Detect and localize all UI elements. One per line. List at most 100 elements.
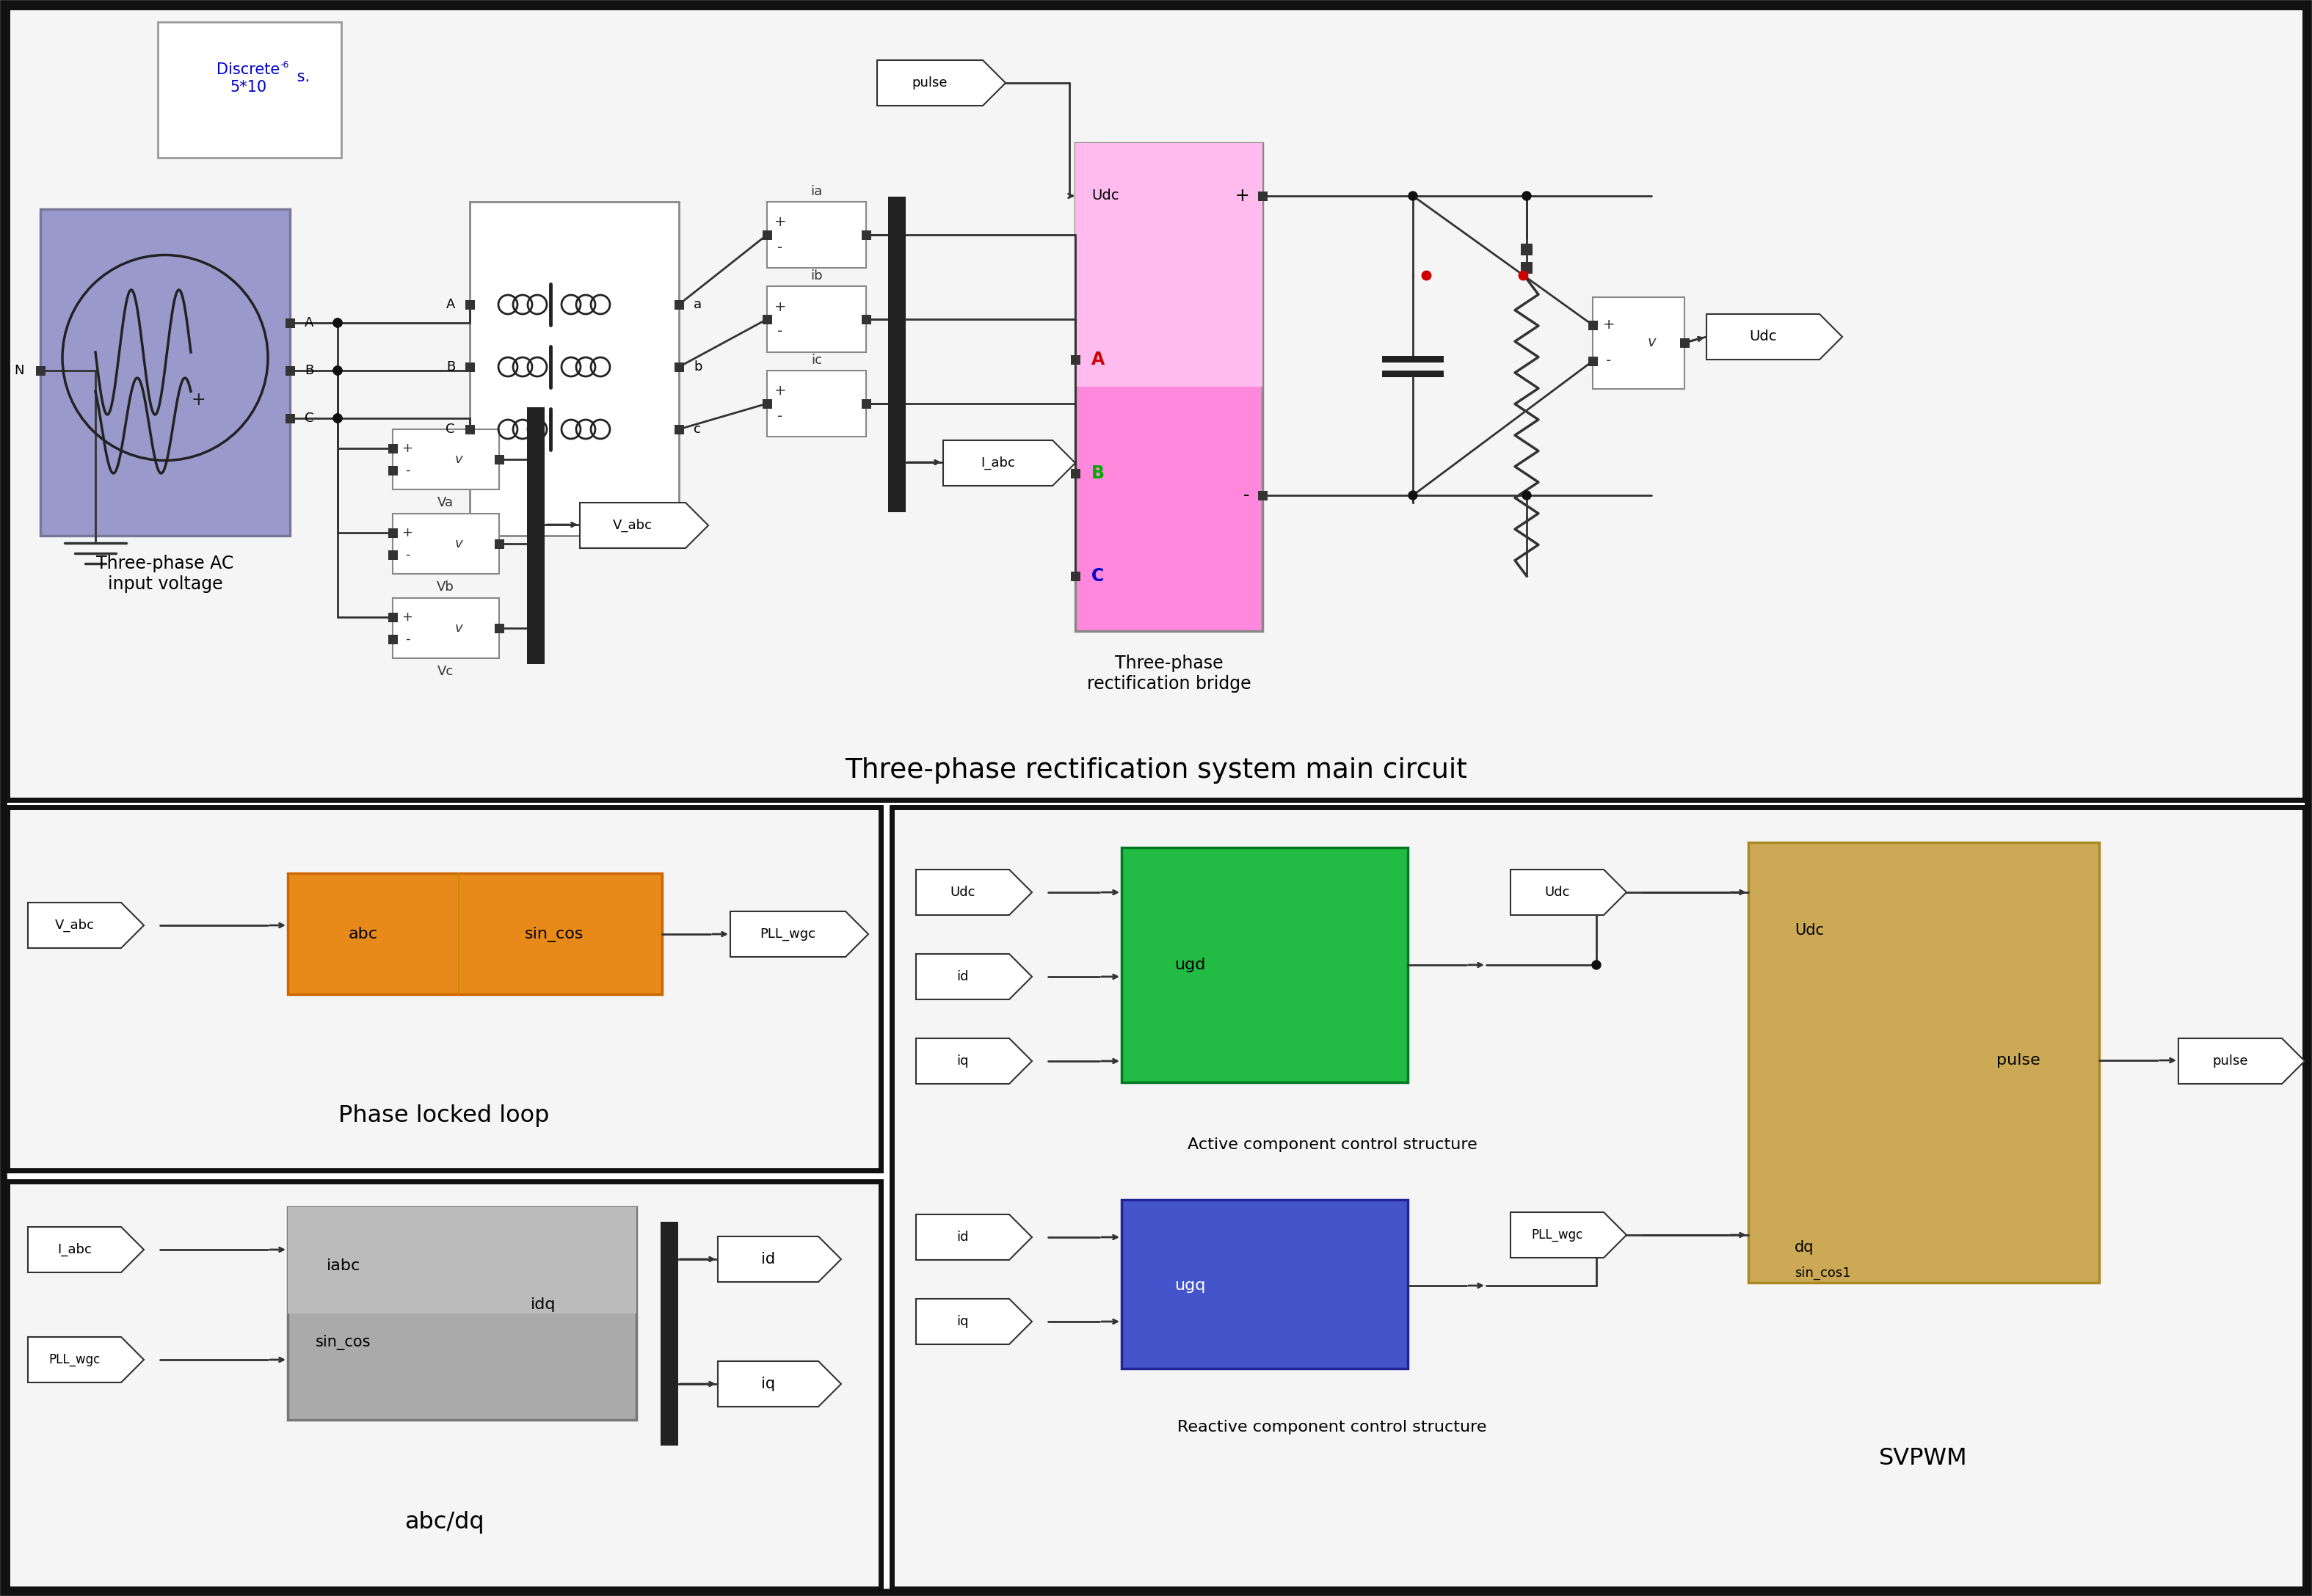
Bar xyxy=(862,399,872,409)
Text: iq: iq xyxy=(761,1377,775,1392)
Text: pulse: pulse xyxy=(913,77,948,89)
Bar xyxy=(1070,469,1080,479)
Bar xyxy=(675,300,684,310)
Bar xyxy=(388,634,398,643)
Bar xyxy=(888,196,906,512)
Polygon shape xyxy=(717,1361,842,1406)
Bar xyxy=(393,429,499,490)
Text: A: A xyxy=(1091,351,1105,369)
Polygon shape xyxy=(717,1237,842,1282)
Text: Udc: Udc xyxy=(1794,922,1824,938)
Polygon shape xyxy=(916,954,1031,999)
Text: SVPWM: SVPWM xyxy=(1880,1448,1968,1470)
Bar xyxy=(388,528,398,538)
Polygon shape xyxy=(1510,1213,1625,1258)
Polygon shape xyxy=(28,1227,143,1272)
Text: I_abc: I_abc xyxy=(58,1243,92,1256)
Bar xyxy=(1075,144,1262,386)
Text: v: v xyxy=(455,453,462,466)
Bar xyxy=(1070,354,1080,364)
Text: Discrete
5*10: Discrete 5*10 xyxy=(217,62,280,94)
Text: b: b xyxy=(694,361,703,373)
Bar xyxy=(763,399,772,409)
Text: PLL_wgc: PLL_wgc xyxy=(1531,1229,1584,1242)
Circle shape xyxy=(1593,961,1600,969)
Circle shape xyxy=(1408,492,1417,500)
Bar xyxy=(287,1207,636,1420)
Circle shape xyxy=(333,319,342,327)
Bar xyxy=(1383,370,1443,377)
Polygon shape xyxy=(943,440,1075,485)
Text: v: v xyxy=(455,621,462,635)
Text: Active component control structure: Active component control structure xyxy=(1188,1138,1477,1152)
Text: iq: iq xyxy=(957,1055,969,1068)
Polygon shape xyxy=(2178,1039,2305,1084)
Text: Vc: Vc xyxy=(437,666,453,678)
Bar xyxy=(7,1181,881,1588)
Bar xyxy=(1588,321,1598,330)
Text: B: B xyxy=(1091,464,1105,482)
Bar xyxy=(465,425,474,434)
Text: Phase locked loop: Phase locked loop xyxy=(338,1104,550,1127)
Text: +: + xyxy=(775,215,786,230)
Text: Three-phase
rectification bridge: Three-phase rectification bridge xyxy=(1087,654,1251,693)
Circle shape xyxy=(333,319,342,327)
Text: +: + xyxy=(402,527,414,539)
Text: V_abc: V_abc xyxy=(55,919,95,932)
Bar xyxy=(1121,847,1408,1082)
Bar xyxy=(1593,297,1685,389)
Text: ugq: ugq xyxy=(1174,1278,1205,1293)
Polygon shape xyxy=(916,1299,1031,1344)
Text: Udc: Udc xyxy=(1544,886,1570,899)
Polygon shape xyxy=(731,911,869,958)
Text: +: + xyxy=(402,442,414,455)
Bar xyxy=(1383,356,1443,362)
Text: +: + xyxy=(192,391,206,409)
Polygon shape xyxy=(1706,314,1843,359)
Bar xyxy=(1075,144,1262,630)
Text: -: - xyxy=(777,409,784,423)
Bar xyxy=(284,365,294,375)
Text: B: B xyxy=(446,361,455,373)
Bar xyxy=(763,314,772,324)
Bar xyxy=(862,314,872,324)
Text: ugd: ugd xyxy=(1174,958,1205,972)
Text: -: - xyxy=(405,632,409,646)
Bar xyxy=(675,425,684,434)
Bar xyxy=(768,370,867,437)
Text: +: + xyxy=(775,385,786,397)
Polygon shape xyxy=(876,61,1006,105)
Circle shape xyxy=(333,365,342,375)
Bar xyxy=(763,230,772,239)
Text: s.: s. xyxy=(291,70,310,85)
Bar xyxy=(675,362,684,372)
Text: V_abc: V_abc xyxy=(613,519,652,531)
Bar xyxy=(35,365,46,375)
Circle shape xyxy=(1521,492,1531,500)
Bar xyxy=(1258,490,1267,500)
Bar xyxy=(1258,192,1267,201)
Text: id: id xyxy=(957,970,969,983)
Bar xyxy=(162,27,335,153)
Text: C: C xyxy=(305,412,314,425)
Circle shape xyxy=(1521,192,1531,201)
Bar xyxy=(284,413,294,423)
Text: I_abc: I_abc xyxy=(980,456,1015,469)
Text: -: - xyxy=(777,324,784,338)
Circle shape xyxy=(1408,192,1417,201)
Bar xyxy=(892,808,2305,1588)
Bar xyxy=(1070,571,1080,581)
Bar xyxy=(393,514,499,575)
Polygon shape xyxy=(916,1039,1031,1084)
Bar xyxy=(1588,356,1598,365)
Text: +: + xyxy=(1602,318,1614,332)
Text: Three-phase AC
input voltage: Three-phase AC input voltage xyxy=(97,555,234,592)
Bar xyxy=(527,407,546,664)
Text: iabc: iabc xyxy=(326,1259,361,1274)
Text: C: C xyxy=(1091,567,1105,584)
Text: Udc: Udc xyxy=(950,886,976,899)
Circle shape xyxy=(333,413,342,423)
Text: Udc: Udc xyxy=(1091,188,1119,203)
Bar xyxy=(388,613,398,622)
Text: sin_cos1: sin_cos1 xyxy=(1794,1267,1852,1280)
